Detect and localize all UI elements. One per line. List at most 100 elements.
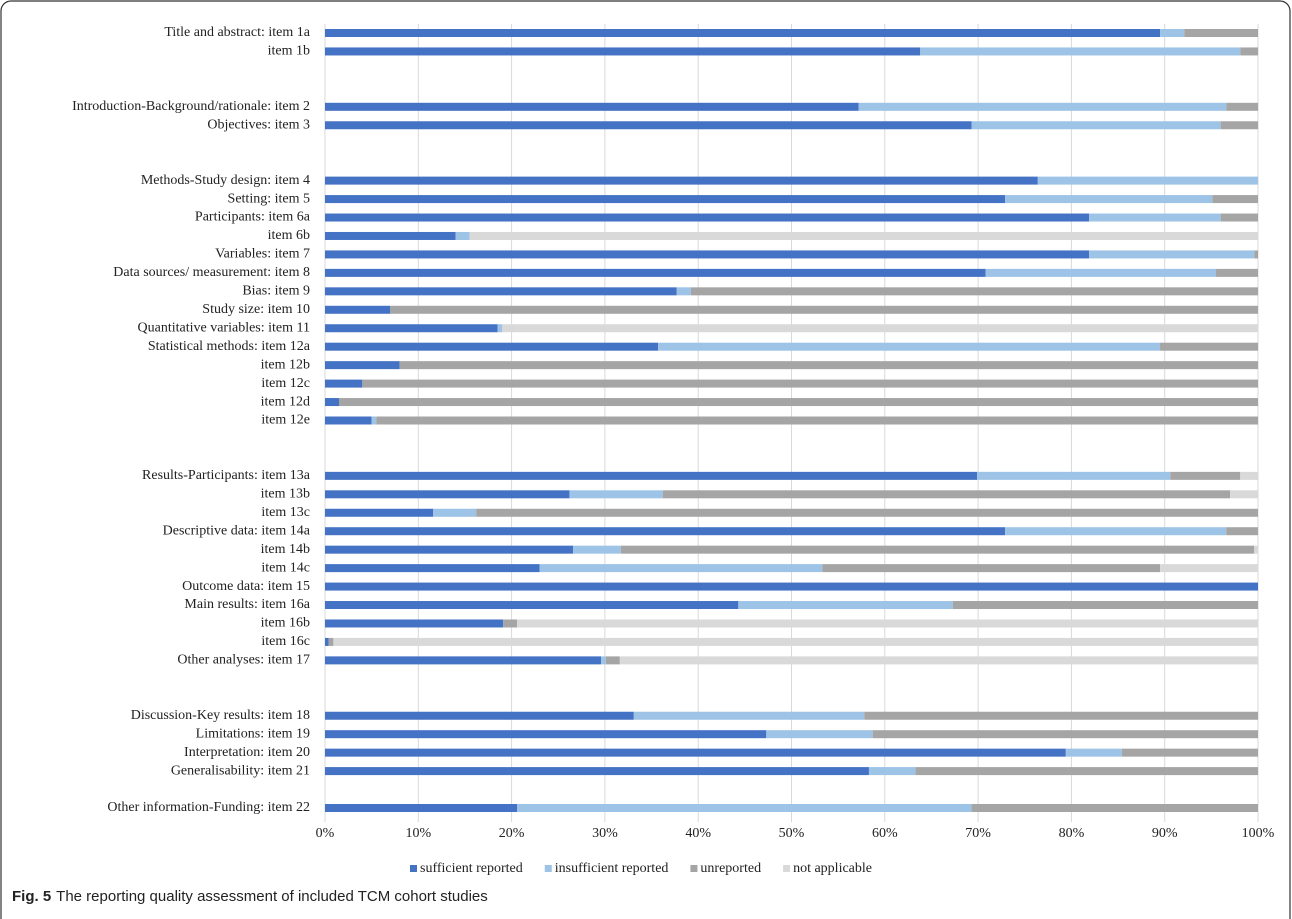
bar-segment xyxy=(517,619,1258,628)
bar-segment xyxy=(362,379,1258,388)
legend-label: unreported xyxy=(700,861,761,876)
y-tick-label: item 6b xyxy=(268,228,310,243)
bar-segment xyxy=(399,361,1258,370)
y-tick-label: Setting: item 5 xyxy=(228,191,310,206)
bar-segment xyxy=(1216,268,1258,277)
y-tick-label: item 14c xyxy=(261,560,310,575)
x-tick-label: 10% xyxy=(405,826,431,841)
bar-segment xyxy=(325,287,677,296)
bar-segment xyxy=(601,656,606,665)
y-tick-label: Outcome data: item 15 xyxy=(182,579,310,594)
y-tick-label: Other analyses: item 17 xyxy=(177,653,310,668)
y-tick-label: Limitations: item 19 xyxy=(196,726,310,741)
bar-segment xyxy=(1212,195,1258,204)
bar-segment xyxy=(469,231,1258,240)
bar-segment xyxy=(325,416,372,425)
bar-segment xyxy=(325,471,978,480)
x-tick-label: 30% xyxy=(592,826,618,841)
bar-segment xyxy=(325,250,1090,259)
y-tick-label: item 14b xyxy=(261,542,310,557)
bar-segment xyxy=(333,637,1259,646)
x-tick-label: 70% xyxy=(965,826,991,841)
bar-segment xyxy=(503,619,518,628)
bar-segment xyxy=(325,748,1066,757)
bar-segment xyxy=(569,490,663,499)
x-tick-label: 40% xyxy=(685,826,711,841)
bar-segment xyxy=(619,656,1258,665)
bar-segment xyxy=(1226,527,1258,536)
bar-segment xyxy=(325,398,339,407)
bar-segment xyxy=(1220,213,1258,222)
x-tick-label: 60% xyxy=(872,826,898,841)
bar-segment xyxy=(325,804,518,812)
bar-segment xyxy=(455,231,470,240)
y-tick-label: item 16b xyxy=(261,616,310,631)
caption: Fig. 5 The reporting quality assessment o… xyxy=(12,888,488,905)
bar-segment xyxy=(766,730,873,739)
bar-segment xyxy=(738,601,953,610)
legend-label: not applicable xyxy=(793,861,872,876)
bar-segment xyxy=(539,564,823,573)
bar-segment xyxy=(325,176,1038,185)
bar-segment xyxy=(1065,748,1122,757)
bar-segment xyxy=(1005,527,1227,536)
bar-segment xyxy=(497,324,503,333)
y-tick-label: Data sources/ measurement: item 8 xyxy=(113,265,310,280)
bar-segment xyxy=(658,342,1161,351)
bar-segment xyxy=(325,324,498,333)
bar-segment xyxy=(1037,176,1258,185)
y-tick-label: Quantitative variables: item 11 xyxy=(138,320,310,335)
y-tick-label: item 1b xyxy=(268,44,310,59)
bar-segment xyxy=(325,637,329,646)
bar-segment xyxy=(325,231,456,240)
y-tick-label: Statistical methods: item 12a xyxy=(148,339,311,354)
bar-segment xyxy=(325,730,767,739)
bar-segment xyxy=(325,619,504,628)
bar-segment xyxy=(325,361,400,370)
bar-segment xyxy=(1240,471,1258,480)
bar-segment xyxy=(325,490,570,499)
y-tick-label: Variables: item 7 xyxy=(215,247,310,262)
x-tick-label: 20% xyxy=(499,826,525,841)
bar-segment xyxy=(325,508,434,517)
bar-segment xyxy=(1230,490,1258,499)
bar-segment xyxy=(1254,250,1258,259)
bar-segment xyxy=(325,47,921,56)
bar-segment xyxy=(822,564,1161,573)
bar-segment xyxy=(1254,545,1258,554)
bar-segment xyxy=(1121,748,1258,757)
x-tick-label: 0% xyxy=(316,826,335,841)
y-tick-label: Methods-Study design: item 4 xyxy=(141,173,310,188)
y-tick-label: Participants: item 6a xyxy=(195,210,311,225)
bar-segment xyxy=(1220,121,1258,130)
bar-segment xyxy=(1160,564,1258,573)
y-tick-label: Generalisability: item 21 xyxy=(171,763,310,778)
bar-segment xyxy=(676,287,691,296)
bar-segment xyxy=(325,268,986,277)
bar-segment xyxy=(1240,47,1258,56)
bar-segment xyxy=(872,730,1258,739)
y-tick-label: item 16c xyxy=(261,634,310,649)
y-tick-label: item 13b xyxy=(261,487,310,502)
bar-segment xyxy=(390,305,1258,314)
bar-segment xyxy=(952,601,1258,610)
x-tick-label: 100% xyxy=(1242,826,1275,841)
y-tick-label: item 12e xyxy=(261,413,310,428)
bar-segment xyxy=(971,804,1258,812)
y-tick-label: Introduction-Background/rationale: item … xyxy=(72,99,310,114)
y-tick-label: Interpretation: item 20 xyxy=(184,745,310,760)
bar-segment xyxy=(971,121,1221,130)
x-tick-label: 50% xyxy=(779,826,805,841)
bar-segment xyxy=(1160,342,1258,351)
bar-segment xyxy=(690,287,1258,296)
legend-swatch xyxy=(410,865,417,872)
bar-segment xyxy=(1226,102,1258,111)
legend-swatch xyxy=(690,865,698,872)
bar-segment xyxy=(633,711,865,720)
y-tick-label: Objectives: item 3 xyxy=(207,117,310,132)
y-tick-label: item 12d xyxy=(261,394,310,409)
bar-segment xyxy=(858,102,1227,111)
caption-label: Fig. 5 xyxy=(12,888,51,905)
